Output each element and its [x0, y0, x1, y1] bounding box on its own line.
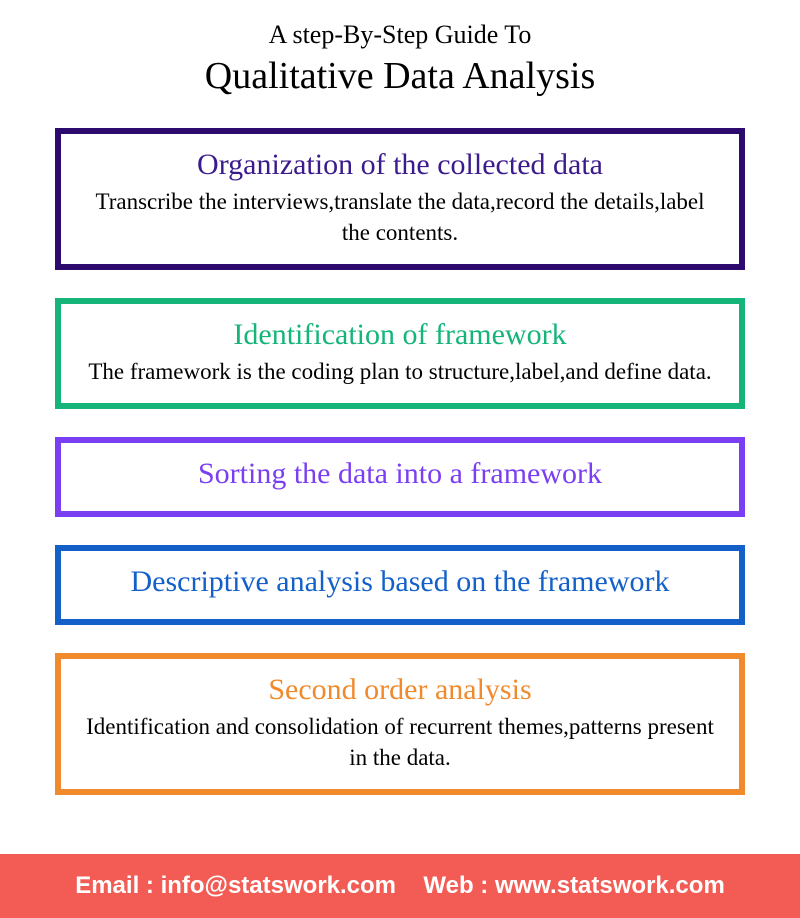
- step-desc: The framework is the coding plan to stru…: [81, 356, 719, 387]
- footer-email-value: info@statswork.com: [161, 872, 396, 899]
- step-heading: Identification of framework: [81, 318, 719, 352]
- step-box-5: Second order analysis Identification and…: [55, 653, 745, 795]
- step-heading: Organization of the collected data: [81, 148, 719, 182]
- page-title: Qualitative Data Analysis: [0, 54, 800, 98]
- footer-web-value: www.statswork.com: [495, 872, 725, 899]
- step-box-2: Identification of framework The framewor…: [55, 298, 745, 409]
- page-subtitle: A step-By-Step Guide To: [0, 20, 800, 50]
- step-desc: Identification and consolidation of recu…: [81, 711, 719, 773]
- steps-container: Organization of the collected data Trans…: [0, 108, 800, 795]
- header: A step-By-Step Guide To Qualitative Data…: [0, 0, 800, 108]
- step-box-4: Descriptive analysis based on the framew…: [55, 545, 745, 625]
- step-heading: Descriptive analysis based on the framew…: [81, 565, 719, 599]
- step-desc: Transcribe the interviews,translate the …: [81, 186, 719, 248]
- step-box-3: Sorting the data into a framework: [55, 437, 745, 517]
- step-box-1: Organization of the collected data Trans…: [55, 128, 745, 270]
- step-heading: Sorting the data into a framework: [81, 457, 719, 491]
- step-heading: Second order analysis: [81, 673, 719, 707]
- footer-email-label: Email :: [75, 872, 154, 899]
- footer-bar: Email : info@statswork.com Web : www.sta…: [0, 854, 800, 918]
- footer-web-label: Web :: [423, 872, 488, 899]
